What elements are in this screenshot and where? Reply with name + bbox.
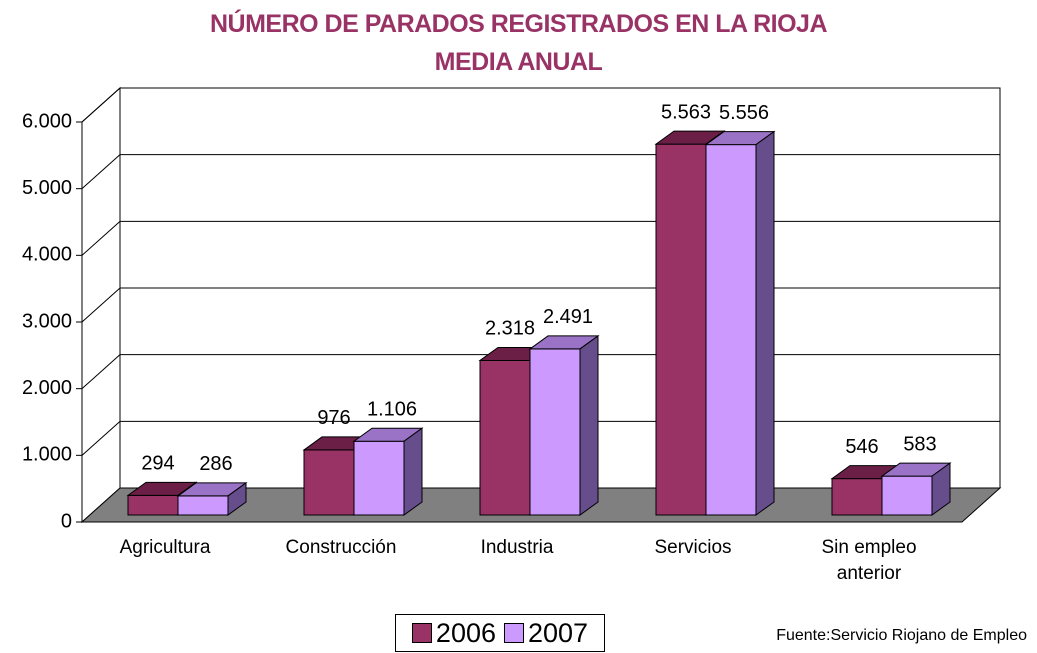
legend: 2006 2007 — [395, 614, 605, 652]
bar-side — [227, 481, 247, 516]
bar-front — [831, 478, 883, 516]
data-label: 1.106 — [367, 399, 417, 421]
legend-swatch — [504, 623, 524, 643]
bar-front — [303, 449, 355, 516]
x-tick-label: Servicios — [654, 537, 732, 558]
bar-front — [881, 475, 933, 516]
bar — [880, 462, 952, 516]
bar-front — [529, 348, 581, 516]
bar-front — [353, 440, 405, 516]
data-label: 5.556 — [719, 102, 769, 124]
data-label: 5.563 — [661, 101, 711, 123]
data-label: 2.318 — [485, 318, 535, 340]
bar-front — [705, 144, 757, 516]
grid-line — [81, 87, 1000, 123]
bar — [528, 334, 600, 516]
y-tick-label: 2.000 — [22, 377, 72, 399]
bar — [704, 130, 776, 516]
x-tick-label: Agricultura — [119, 537, 211, 558]
bar-side — [403, 427, 423, 516]
legend-item: 2007 — [504, 618, 588, 649]
legend-item: 2006 — [411, 617, 496, 649]
legend-label: 2007 — [528, 617, 589, 648]
y-tick-label: 5.000 — [22, 177, 72, 199]
bar-front — [177, 495, 229, 516]
y-tick-label: 0 — [61, 510, 72, 532]
x-tick-label: Industria — [480, 537, 554, 558]
x-tick-label: Sin empleo anterior — [821, 537, 917, 584]
chart-subtitle: MEDIA ANUAL — [434, 48, 603, 76]
chart-title: NÚMERO DE PARADOS REGISTRADOS EN LA RIOJ… — [209, 10, 828, 38]
bar — [352, 427, 424, 516]
y-tick-label: 3.000 — [22, 310, 72, 332]
legend-label: 2006 — [435, 617, 496, 648]
legend-swatch — [411, 623, 432, 643]
bar-front — [479, 359, 531, 516]
bar-side — [931, 462, 951, 516]
y-tick-label: 4.000 — [22, 244, 72, 266]
data-label: 286 — [199, 453, 232, 475]
data-label: 2.491 — [543, 306, 593, 328]
x-tick-label: Construcción — [285, 537, 397, 558]
bar-front — [127, 494, 179, 516]
bar-side — [755, 130, 775, 516]
y-tick-label: 1.000 — [22, 444, 72, 466]
source-note: Fuente:Servicio Riojano de Empleo — [776, 627, 1027, 644]
bar-front — [655, 143, 707, 516]
data-label: 546 — [845, 436, 878, 458]
data-label: 583 — [903, 433, 936, 455]
data-label: 294 — [141, 453, 174, 475]
y-tick-label: 6.000 — [22, 110, 72, 132]
bar-side — [579, 334, 599, 516]
data-label: 976 — [317, 407, 350, 429]
bar — [176, 481, 248, 516]
